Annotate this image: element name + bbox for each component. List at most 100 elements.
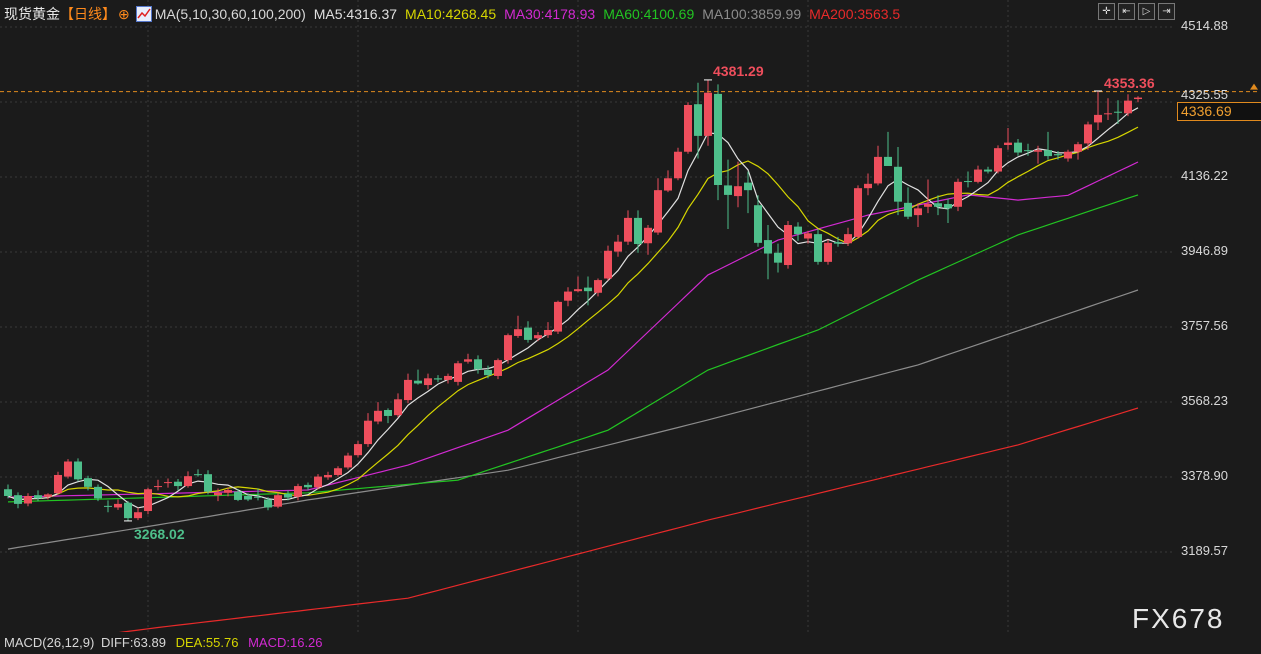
candle-body [814, 234, 822, 262]
candle-body [1084, 124, 1092, 144]
candle-body [24, 495, 32, 504]
candle-body [1074, 144, 1082, 152]
candle-body [1114, 111, 1122, 113]
candle-body [454, 363, 462, 382]
candle-body [1024, 150, 1032, 152]
candle-body [224, 490, 232, 493]
candle-body [284, 493, 292, 498]
pan-left-icon[interactable]: ⇤ [1118, 3, 1135, 20]
candle-body [464, 359, 472, 362]
candle-body [864, 183, 872, 189]
add-indicator-icon[interactable]: ⊕ [118, 5, 130, 22]
candle-body [954, 181, 962, 207]
candle-body [884, 156, 892, 166]
candle-body [964, 181, 972, 183]
macd-legend: MACD(26,12,9) DIFF:63.89 DEA:55.76 MACD:… [4, 635, 329, 650]
candle-body [64, 461, 72, 477]
candle-body [174, 481, 182, 487]
candle-body [1124, 100, 1132, 114]
candle-body [334, 468, 342, 475]
candle-body [574, 289, 582, 292]
candle-body [634, 217, 642, 245]
candle-body [694, 104, 702, 136]
candle-body [794, 226, 802, 235]
candle-body [304, 484, 312, 488]
play-step-icon[interactable]: ▷ [1138, 3, 1155, 20]
candle-body [644, 227, 652, 244]
candle-body [274, 495, 282, 507]
candle-body [1094, 114, 1102, 123]
last-price-label: 4336.69 [1177, 102, 1261, 121]
candle-body [124, 502, 132, 519]
candle-body [684, 104, 692, 152]
candle-body [744, 182, 752, 191]
candle-body [914, 208, 922, 216]
candle-body [934, 203, 942, 207]
recent-high-annotation: 4353.36 [1104, 75, 1155, 91]
candle-body [614, 241, 622, 252]
candle-body [1054, 154, 1062, 156]
ma-line-ma200 [118, 407, 1139, 632]
candle-body [214, 492, 222, 496]
candle-body [344, 455, 352, 468]
y-tick-label: 3189.57 [1181, 543, 1228, 558]
candle-body [554, 301, 562, 332]
ma-line-ma100 [7, 289, 1139, 550]
candle-body [364, 420, 372, 445]
candle-body [434, 378, 442, 380]
candle-body [504, 335, 512, 361]
candle-body [994, 148, 1002, 172]
instrument-title: 现货黄金 [4, 6, 60, 22]
candle-body [544, 329, 552, 336]
candle-body [44, 494, 52, 497]
indicator-settings-icon[interactable] [135, 6, 152, 22]
y-tick-label: 3378.90 [1181, 468, 1228, 483]
candle-body [294, 486, 302, 497]
candle-body [34, 495, 42, 499]
candle-body [904, 202, 912, 217]
period-label[interactable]: 【日线】 [60, 6, 116, 22]
ma-line-ma30 [7, 161, 1139, 498]
candle-body [244, 495, 252, 500]
candle-body [74, 461, 82, 480]
y-tick-label: 4514.88 [1181, 18, 1228, 33]
ma-legend-ma10: MA10:4268.45 [405, 6, 497, 22]
candle-body [514, 329, 522, 336]
crosshair-icon[interactable]: ✛ [1098, 3, 1115, 20]
candle-body [1044, 150, 1052, 157]
candle-body [134, 512, 142, 519]
candle-body [14, 495, 22, 504]
scroll-up-icon [1250, 83, 1258, 90]
candle-body [1034, 150, 1042, 152]
candle-body [84, 478, 92, 487]
ma-line-ma60 [7, 194, 1139, 503]
watermark: FX678 [1132, 603, 1225, 634]
ma-legend-ma200: MA200:3563.5 [809, 6, 901, 22]
candle-body [1064, 151, 1072, 159]
candle-body [704, 92, 712, 136]
candle-body [154, 486, 162, 488]
candle-body [834, 242, 842, 244]
candle-body [264, 499, 272, 508]
y-tick-label: 4325.55 [1181, 87, 1228, 102]
candle-body [184, 476, 192, 487]
candle-body [774, 252, 782, 263]
candle-body [1104, 113, 1112, 115]
candle-body [484, 370, 492, 376]
ma-params: MA(5,10,30,60,100,200) [154, 6, 306, 22]
candle-body [854, 188, 862, 237]
candle-body [4, 489, 12, 496]
candle-body [414, 380, 422, 384]
candle-body [394, 399, 402, 416]
candle-body [144, 489, 152, 512]
macd-params: MACD(26,12,9) [4, 635, 95, 650]
go-end-icon[interactable]: ⇥ [1158, 3, 1175, 20]
candle-body [1004, 142, 1012, 146]
ma-legend-ma100: MA100:3859.99 [702, 6, 802, 22]
candle-body [924, 204, 932, 207]
candle-body [674, 151, 682, 179]
candle-body [424, 378, 432, 386]
candle-body [594, 280, 602, 293]
y-tick-label: 3946.89 [1181, 243, 1228, 258]
